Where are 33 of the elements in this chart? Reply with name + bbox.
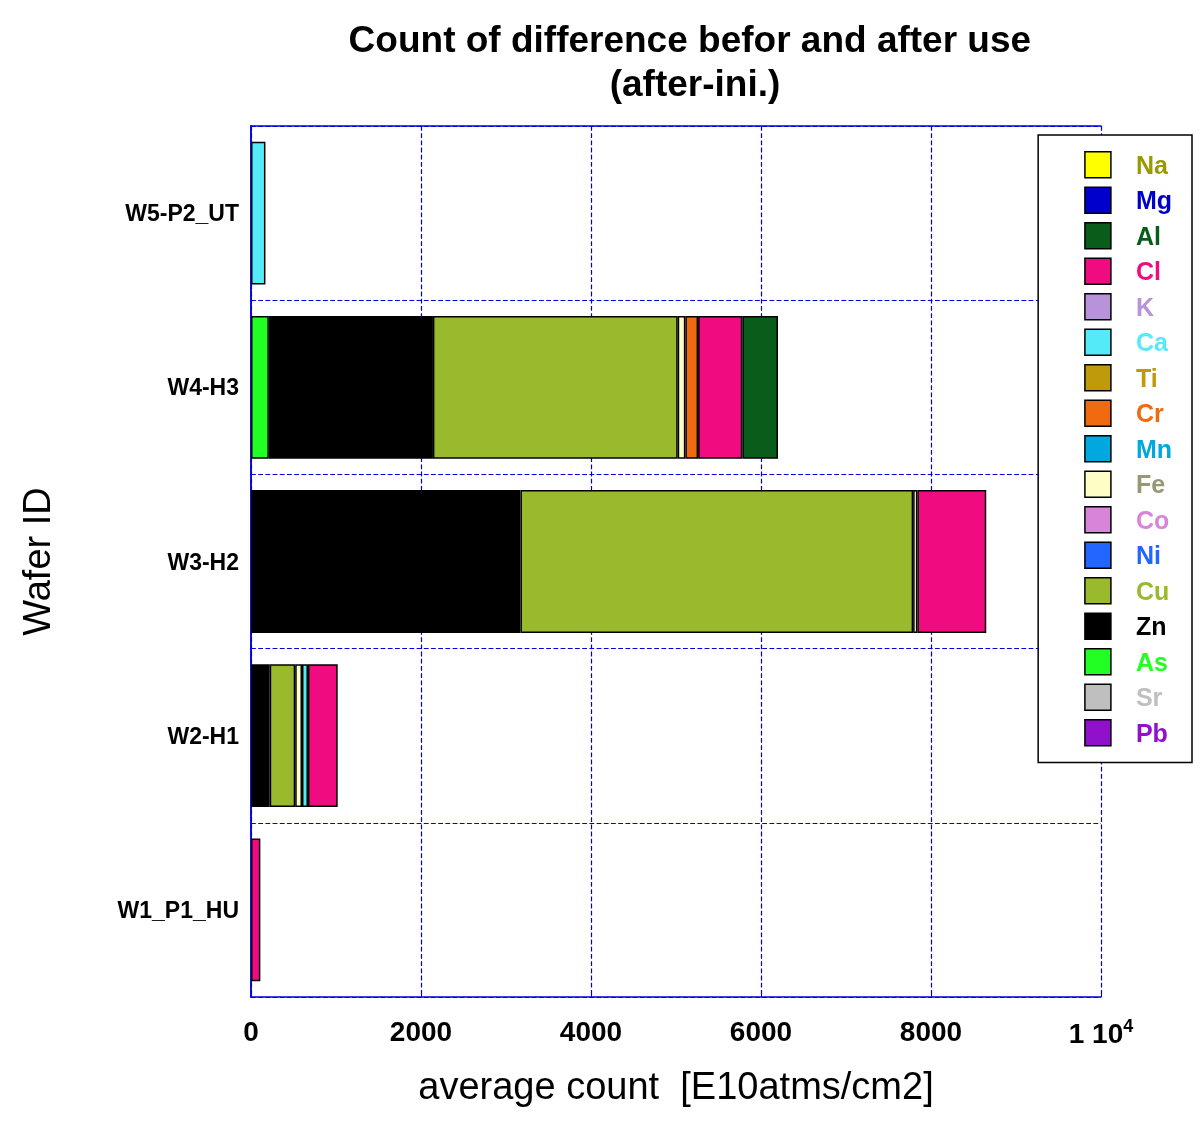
legend-label: Mg xyxy=(1135,186,1173,215)
y-tick-label: W3-H2 xyxy=(167,548,239,575)
legend-label: Mn xyxy=(1135,434,1173,463)
y-axis-title: Wafer ID xyxy=(16,487,58,636)
legend-label: Na xyxy=(1135,150,1169,179)
legend-label: Cr xyxy=(1135,399,1164,428)
x-axis-title: average count [E10atms/cm2] xyxy=(418,1065,934,1107)
legend-label: Ni xyxy=(1135,541,1161,570)
legend-label: Cu xyxy=(1135,576,1170,605)
y-tick-label: W4-H3 xyxy=(167,374,239,401)
legend-label: Ca xyxy=(1135,328,1169,357)
legend-label: Fe xyxy=(1135,470,1166,499)
legend-label: Sr xyxy=(1135,683,1163,712)
bar xyxy=(251,838,261,982)
legend-label: Zn xyxy=(1135,612,1167,641)
x-tick-label: 8000 xyxy=(899,1015,963,1047)
legend-label: Pb xyxy=(1135,718,1168,747)
bar xyxy=(917,490,987,633)
x-tick-label: 4000 xyxy=(559,1015,623,1047)
y-tick-label: W5-P2_UT xyxy=(125,200,239,227)
legend-label: Al xyxy=(1135,221,1161,250)
y-tick-label: W1_P1_HU xyxy=(117,896,239,923)
legend-label: Ti xyxy=(1135,363,1158,392)
y-tick-label: W2-H1 xyxy=(167,722,240,749)
x-tick-label: 6000 xyxy=(729,1015,793,1047)
x-tick-label: 0 xyxy=(243,1015,259,1047)
chart-title: Count of difference befor and after use (after-ini.) xyxy=(348,18,1042,104)
legend-label: Cl xyxy=(1135,257,1161,286)
x-tick-label: 2000 xyxy=(389,1015,453,1047)
legend-label: As xyxy=(1135,647,1168,676)
legend-label: K xyxy=(1135,292,1154,321)
bar xyxy=(251,141,266,285)
legend-label: Co xyxy=(1135,505,1170,534)
